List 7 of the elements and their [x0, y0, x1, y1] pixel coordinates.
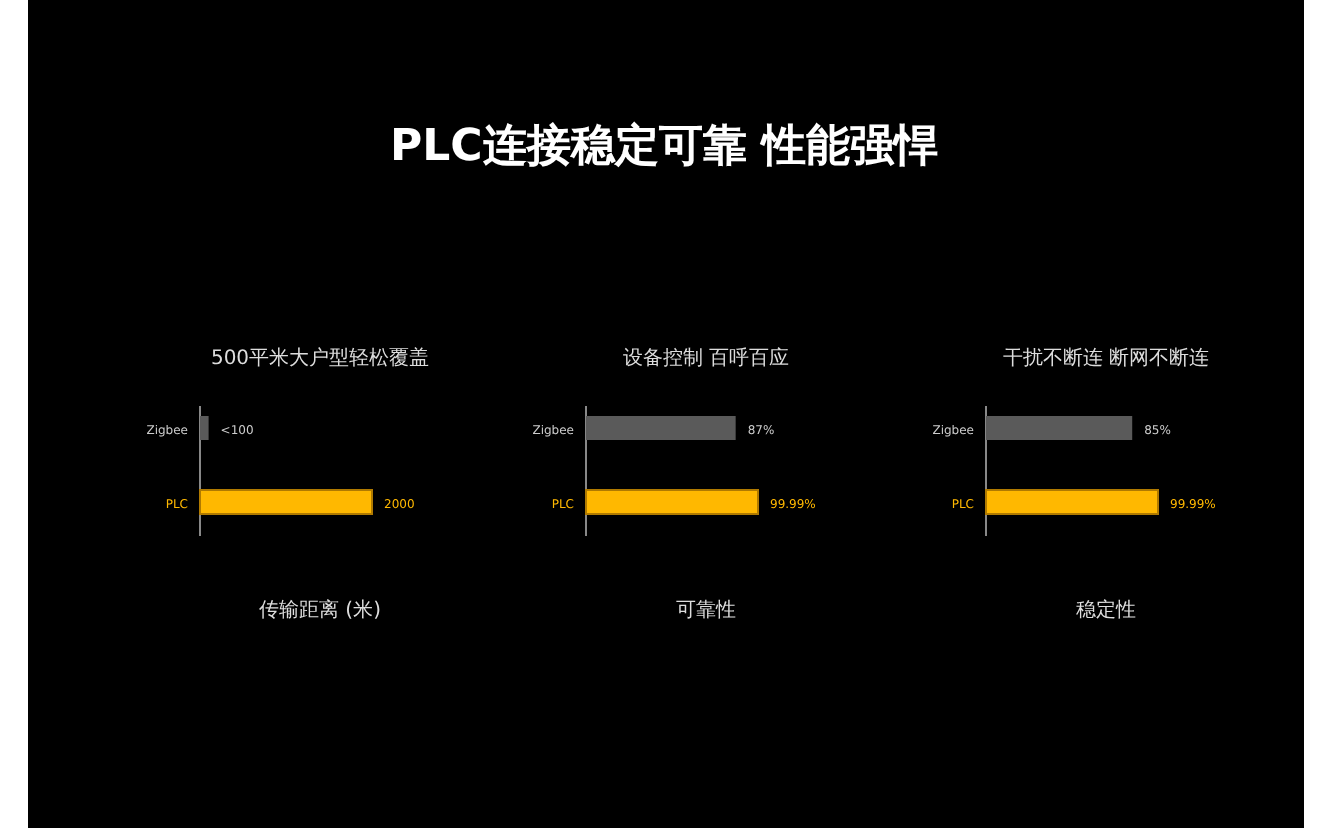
chart-subtitle: 500平米大户型轻松覆盖 [210, 346, 430, 370]
x-axis-title: 可靠性 [676, 598, 736, 622]
chart-subtitle: 设备控制 百呼百应 [622, 346, 790, 370]
chart-subtitle: 干扰不断连 断网不断连 [1002, 346, 1210, 370]
x-axis-title: 传输距离 (米) [259, 598, 382, 622]
x-axis-title: 稳定性 [1076, 598, 1136, 622]
chart-title: PLC连接稳定可靠 性能强悍 [390, 120, 938, 172]
